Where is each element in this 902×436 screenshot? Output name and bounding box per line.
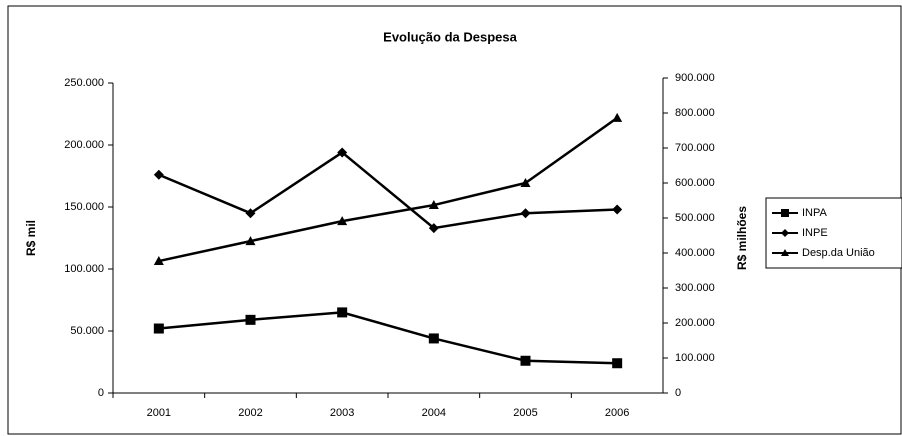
- y-tick-label: 200.000: [64, 139, 104, 151]
- y-tick-label: 50.000: [70, 325, 104, 337]
- legend-label: Desp.da União: [802, 247, 875, 259]
- marker: [337, 307, 348, 318]
- y-axis-title: R$ mil: [24, 220, 38, 256]
- legend-marker: [781, 229, 789, 237]
- y2-tick-label: 700.000: [675, 142, 715, 154]
- marker: [612, 358, 623, 369]
- y2-tick-label: 100.000: [675, 352, 715, 364]
- marker: [153, 323, 164, 334]
- x-tick-label: 2003: [330, 407, 354, 419]
- marker: [245, 208, 256, 219]
- y2-tick-label: 200.000: [675, 317, 715, 329]
- marker: [612, 112, 623, 122]
- marker: [337, 147, 348, 158]
- marker: [520, 355, 531, 366]
- marker: [428, 200, 439, 210]
- y2-tick-label: 0: [675, 387, 681, 399]
- y2-tick-label: 500.000: [675, 212, 715, 224]
- series-line: [158, 150, 618, 230]
- y-tick-label: 250.000: [64, 77, 104, 89]
- x-tick-label: 2001: [147, 407, 171, 419]
- y2-tick-label: 600.000: [675, 177, 715, 189]
- y2-tick-label: 300.000: [675, 282, 715, 294]
- x-tick-label: 2002: [238, 407, 262, 419]
- marker: [153, 256, 164, 266]
- y-tick-label: 100.000: [64, 263, 104, 275]
- legend-label: INPA: [802, 207, 828, 219]
- marker: [245, 314, 256, 325]
- marker: [428, 333, 439, 344]
- marker: [245, 236, 256, 246]
- x-tick-label: 2004: [422, 407, 446, 419]
- marker: [520, 178, 531, 187]
- y2-tick-label: 400.000: [675, 247, 715, 259]
- y2-axis-title: R$ milhões: [735, 206, 749, 270]
- y-tick-label: 150.000: [64, 201, 104, 213]
- chart-title: Evolução da Despesa: [383, 29, 517, 44]
- y2-tick-label: 800.000: [675, 107, 715, 119]
- marker: [612, 204, 623, 215]
- x-tick-label: 2005: [513, 407, 537, 419]
- series-line: [158, 311, 618, 365]
- marker: [428, 223, 439, 234]
- marker: [337, 216, 348, 226]
- legend-label: INPE: [802, 227, 828, 239]
- series-line: [158, 116, 618, 263]
- marker: [520, 208, 531, 219]
- legend-marker: [781, 249, 789, 256]
- y2-tick-label: 900.000: [675, 72, 715, 84]
- y-tick-label: 0: [98, 387, 104, 399]
- x-tick-label: 2006: [605, 407, 629, 419]
- marker: [153, 169, 164, 180]
- legend-marker: [781, 209, 789, 217]
